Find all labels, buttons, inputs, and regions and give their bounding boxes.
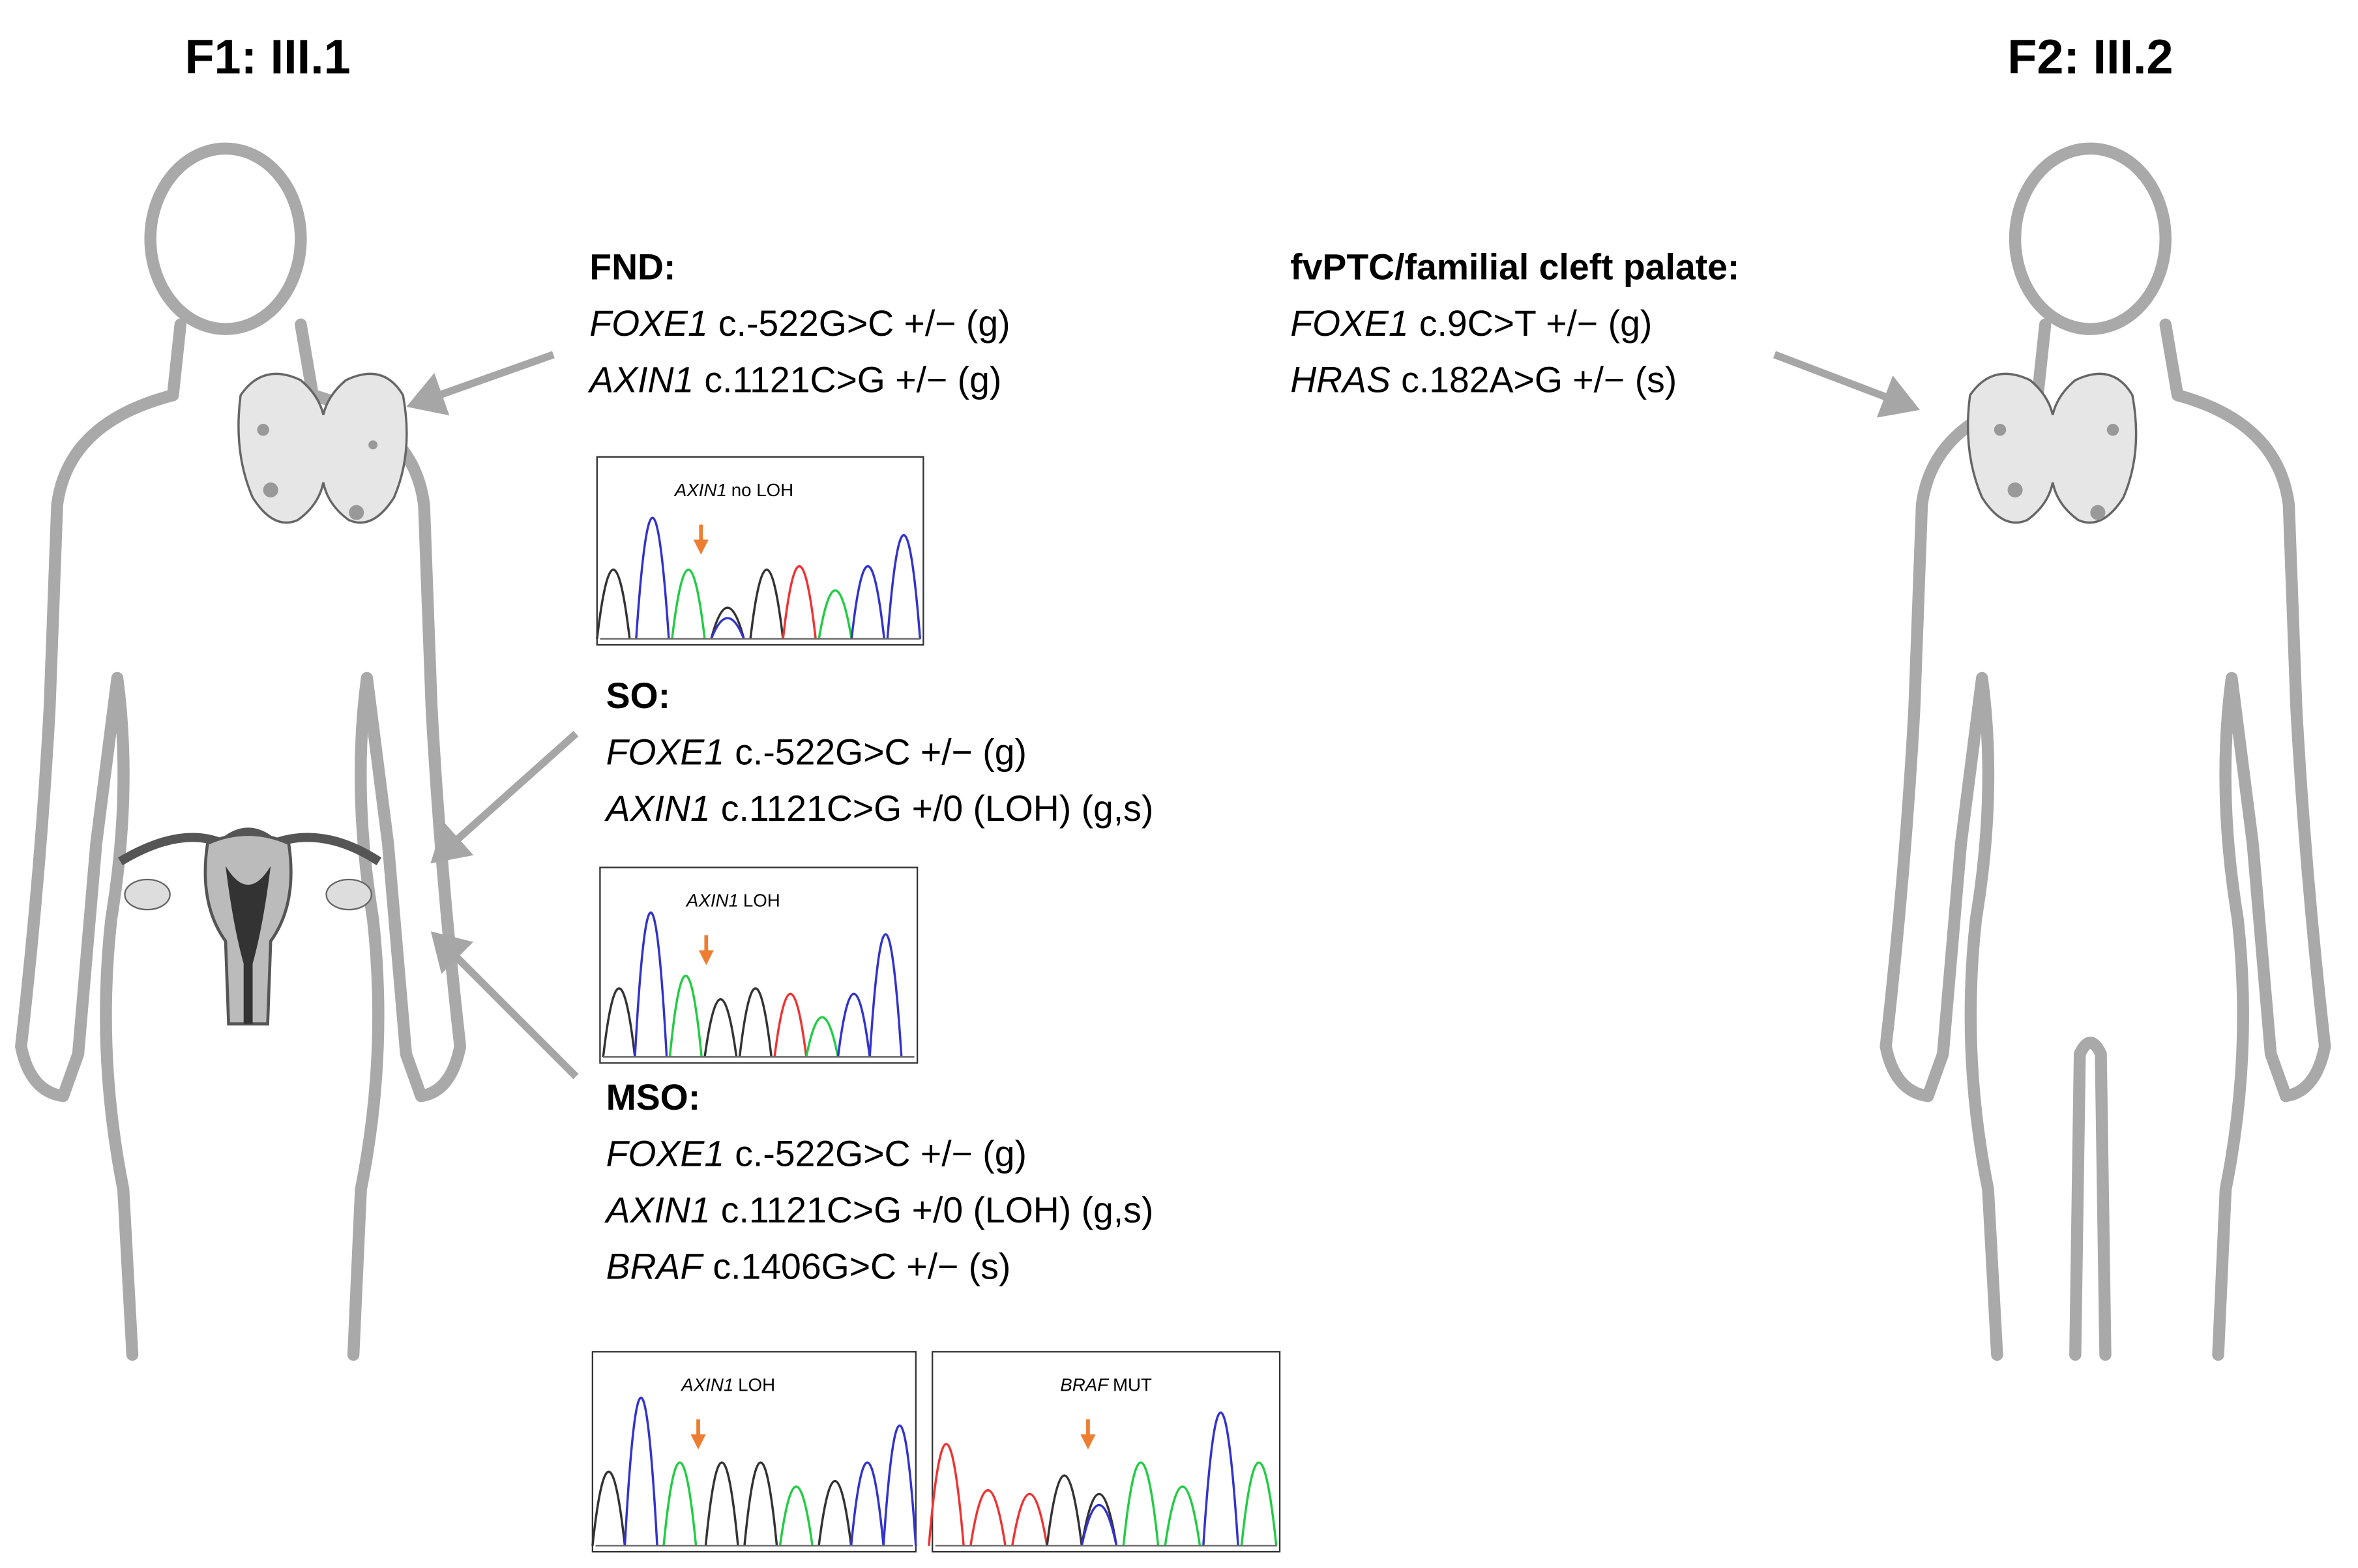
section-heading: FND: bbox=[589, 247, 675, 288]
gene-name: AXIN1 bbox=[685, 891, 739, 911]
gene-name: FOXE1 bbox=[606, 1133, 725, 1174]
chromatogram-frame bbox=[596, 456, 924, 646]
section-heading: MSO: bbox=[606, 1077, 701, 1117]
status: LOH bbox=[743, 891, 780, 911]
gene-name: AXIN1 bbox=[673, 480, 727, 500]
thyroid-right bbox=[1966, 372, 2138, 524]
trace-peak bbox=[818, 589, 853, 640]
body-left bbox=[15, 142, 467, 1361]
body-right bbox=[1879, 142, 2331, 1361]
variant: c.182A>G +/− (s) bbox=[1401, 360, 1677, 400]
trace-peak bbox=[1080, 1503, 1118, 1546]
trace-peak bbox=[850, 565, 886, 640]
status: MUT bbox=[1113, 1374, 1152, 1395]
trace-peak bbox=[749, 569, 784, 640]
status: LOH bbox=[738, 1374, 775, 1395]
variant-line: AXIN1 c.1121C>G +/− (g) bbox=[587, 360, 1001, 400]
gene-name: AXIN1 bbox=[680, 1374, 733, 1395]
variant: c.-522G>C +/− (g) bbox=[718, 303, 1010, 344]
trace-peak bbox=[1080, 1492, 1118, 1546]
variant: c.9C>T +/− (g) bbox=[1419, 303, 1652, 344]
variant: c.1121C>G +/0 (LOH) (g,s) bbox=[721, 788, 1154, 829]
variant-line: AXIN1 c.1121C>G +/0 (LOH) (g,s) bbox=[604, 1190, 1154, 1230]
gene-name: FOXE1 bbox=[1290, 303, 1409, 344]
title-left: F1: III.1 bbox=[184, 30, 350, 84]
trace-peak bbox=[882, 1425, 917, 1546]
chromatogram-frame bbox=[932, 1351, 1281, 1553]
gene-name: AXIN1 bbox=[587, 360, 694, 400]
gene-name: FOXE1 bbox=[589, 303, 708, 344]
trace-peak bbox=[1122, 1461, 1160, 1546]
trace-peak bbox=[634, 911, 668, 1058]
trace-peak bbox=[623, 1397, 658, 1546]
variant-line: FOXE1 c.9C>T +/− (g) bbox=[1290, 303, 1652, 344]
variant: c.-522G>C +/− (g) bbox=[735, 1133, 1027, 1174]
arrow bbox=[406, 351, 555, 416]
chromatogram-label: AXIN1 no LOH bbox=[673, 480, 793, 500]
arrow bbox=[1773, 351, 1920, 418]
variant-line: FOXE1 c.-522G>C +/− (g) bbox=[606, 1133, 1027, 1174]
chromatogram-label: AXIN1 LOH bbox=[685, 891, 780, 911]
section-heading: fvPTC/familial cleft palate: bbox=[1290, 247, 1739, 288]
arrow bbox=[430, 931, 579, 1080]
variant-line: BRAF c.1406G>C +/− (s) bbox=[606, 1246, 1011, 1286]
trace-peak bbox=[805, 1016, 840, 1058]
trace-peak bbox=[886, 534, 922, 640]
trace-peak bbox=[738, 987, 773, 1058]
gene-name: FOXE1 bbox=[606, 732, 725, 773]
trace-peak bbox=[778, 1485, 814, 1546]
variant: c.1406G>C +/− (s) bbox=[713, 1246, 1010, 1286]
status: no LOH bbox=[731, 480, 793, 500]
trace-peak bbox=[662, 1461, 698, 1546]
gene-name: AXIN1 bbox=[604, 788, 711, 829]
gene-name: BRAF bbox=[1060, 1374, 1110, 1395]
trace-peak bbox=[671, 569, 706, 640]
trace-peak bbox=[773, 992, 808, 1058]
trace-peak bbox=[969, 1489, 1007, 1546]
trace-peak bbox=[743, 1461, 778, 1546]
chromatogram-label: AXIN1 LOH bbox=[680, 1374, 775, 1395]
trace-peak bbox=[1240, 1461, 1278, 1546]
arrow bbox=[430, 730, 579, 864]
trace-peak bbox=[849, 1461, 885, 1546]
trace-peak bbox=[818, 1480, 853, 1546]
thyroid-left bbox=[237, 372, 408, 524]
trace-peak bbox=[591, 1470, 626, 1546]
gene-name: HRAS bbox=[1290, 360, 1391, 400]
trace-peak bbox=[710, 606, 745, 640]
trace-peak bbox=[596, 569, 631, 640]
trace-peak bbox=[1046, 1474, 1083, 1546]
trace-peak bbox=[928, 1443, 965, 1546]
trace-peak bbox=[602, 987, 636, 1058]
trace-peak bbox=[1164, 1485, 1201, 1546]
variant-line: FOXE1 c.-522G>C +/− (g) bbox=[606, 732, 1027, 773]
variant-line: AXIN1 c.1121C>G +/0 (LOH) (g,s) bbox=[604, 788, 1154, 829]
variant: c.1121C>G +/− (g) bbox=[704, 360, 1001, 400]
trace-peak bbox=[635, 516, 670, 640]
trace-peak bbox=[1011, 1492, 1048, 1546]
chromatogram-frame bbox=[599, 866, 919, 1064]
gene-name: AXIN1 bbox=[604, 1190, 711, 1230]
title-right: F2: III.2 bbox=[2007, 30, 2173, 84]
chromatogram-frame bbox=[591, 1351, 917, 1553]
uterus-left bbox=[117, 827, 382, 1026]
trace-peak bbox=[668, 975, 703, 1058]
trace-peak bbox=[782, 565, 817, 640]
trace-peak bbox=[710, 617, 745, 640]
section-heading: SO: bbox=[606, 675, 670, 716]
chromatogram-label: BRAF MUT bbox=[1060, 1374, 1152, 1395]
trace-peak bbox=[1202, 1411, 1239, 1546]
trace-peak bbox=[868, 933, 903, 1058]
variant: c.1121C>G +/0 (LOH) (g,s) bbox=[721, 1190, 1154, 1230]
variant: c.-522G>C +/− (g) bbox=[735, 732, 1027, 773]
trace-peak bbox=[703, 998, 738, 1058]
trace-peak bbox=[836, 992, 871, 1058]
gene-name: BRAF bbox=[606, 1246, 705, 1286]
variant-line: FOXE1 c.-522G>C +/− (g) bbox=[589, 303, 1010, 344]
variant-line: HRAS c.182A>G +/− (s) bbox=[1290, 360, 1677, 400]
trace-peak bbox=[704, 1461, 739, 1546]
